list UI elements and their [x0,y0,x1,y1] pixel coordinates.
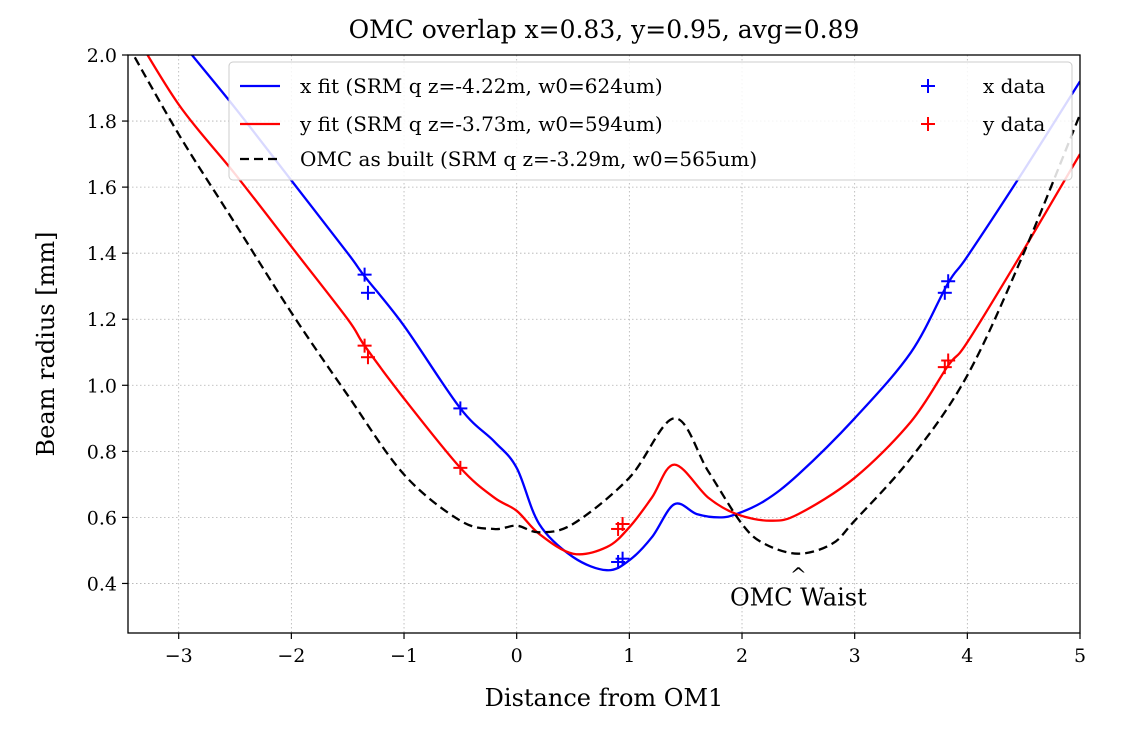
y-tick-label: 0.4 [87,573,117,595]
legend-entry-x-fit-srm-q-z-4-22m-w0-624um: x fit (SRM q z=-4.22m, w0=624um) [240,74,663,98]
y-tick-label: 0.8 [87,441,117,463]
data-point-x-data [615,551,630,566]
legend-label: x data [983,74,1045,98]
y-tick-label: 1.8 [87,111,117,133]
legend-box [228,61,1073,181]
y-tick-label: 1.2 [87,309,117,331]
series-line-x-fit-srm-q-z-4-22m-w0-624um [190,55,1080,572]
y-axis-label: Beam radius [mm] [32,232,60,457]
series-layer [132,55,1080,572]
legend-label: y data [982,112,1045,136]
data-point-x-data [357,267,372,282]
x-tick-label: −3 [165,645,193,667]
data-point-x-data [360,285,375,300]
legend-label: x fit (SRM q z=-4.22m, w0=624um) [300,74,663,98]
legend-entry-omc-as-built-srm-q-z-3-29m-w0-565um: OMC as built (SRM q z=-3.29m, w0=565um) [240,147,757,171]
x-tick-label: 5 [1074,645,1086,667]
legend-swatch [921,117,935,131]
plot-frame [127,54,1081,634]
legend-entry-y-fit-srm-q-z-3-73m-w0-594um: y fit (SRM q z=-3.73m, w0=594um) [240,112,663,136]
annotation-label: OMC Waist [730,583,867,611]
data-point-y-data [357,338,372,353]
data-point-y-data [453,460,468,475]
x-tick-label: −2 [277,645,305,667]
annotations: ^OMC Waist [730,563,867,612]
data-point-x-data [453,401,468,416]
data-point-x-data [937,285,952,300]
chart-title: OMC overlap x=0.83, y=0.95, avg=0.89 [349,15,860,44]
y-tick-label: 1.6 [87,177,117,199]
axis-ticks: −3 −2 −1 0 1 2 3 4 5 0.4 0.6 0.8 1.0 1.2 1.4 1.6 1.8 2.0 [87,45,1086,667]
x-tick-label: −1 [390,645,418,667]
legend-swatch [921,79,935,93]
marker-layer [357,267,956,569]
y-tick-label: 0.6 [87,507,117,529]
x-tick-label: 1 [623,645,635,667]
legend: x fit (SRM q z=-4.22m, w0=624um) y fit (S… [228,61,1073,181]
legend-entry-y-data: y data [921,112,1045,136]
data-point-y-data [615,517,630,532]
x-tick-label: 2 [736,645,748,667]
x-tick-label: 4 [961,645,973,667]
x-tick-label: 0 [511,645,523,667]
y-tick-label: 2.0 [87,45,117,67]
series-line-y-fit-srm-q-z-3-73m-w0-594um [146,55,1080,556]
data-point-x-data [941,274,956,289]
series-line-omc-as-built-srm-q-z-3-29m-w0-565um [132,55,1080,555]
legend-label: OMC as built (SRM q z=-3.29m, w0=565um) [300,147,757,171]
annotation-caret: ^ [790,563,807,587]
x-axis-label: Distance from OM1 [485,684,724,712]
y-tick-label: 1.0 [87,375,117,397]
legend-label: y fit (SRM q z=-3.73m, w0=594um) [299,112,663,136]
data-point-y-data [937,360,952,375]
data-point-y-data [941,353,956,368]
x-tick-label: 3 [849,645,861,667]
data-point-y-data [360,350,375,365]
y-tick-label: 1.4 [87,243,117,265]
legend-entry-x-data: x data [921,74,1045,98]
